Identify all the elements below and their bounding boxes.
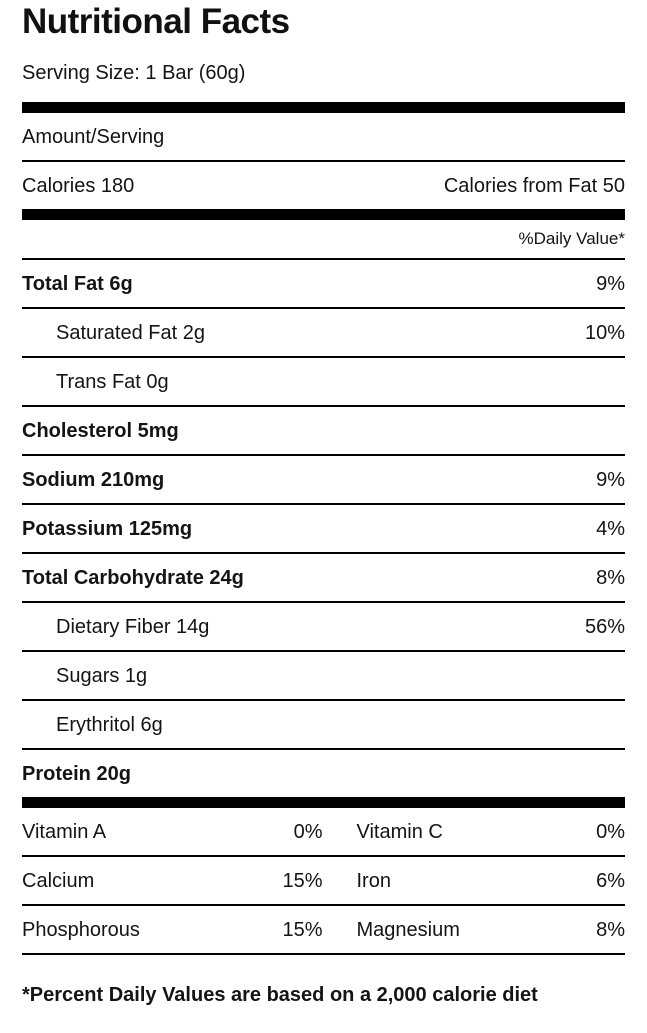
nutrient-daily-value: 4% — [596, 518, 625, 541]
micronutrient-table: Vitamin A 0% Vitamin C 0% Calcium 15% Ir… — [22, 808, 625, 956]
nutrient-name: Saturated Fat 2g — [56, 322, 205, 345]
micronutrient-name: Vitamin A — [22, 821, 107, 844]
nutrient-row: Total Carbohydrate 24g 8% — [22, 554, 625, 604]
micronutrient-row: Phosphorous 15% Magnesium 8% — [22, 906, 625, 956]
nutrient-name: Sodium 210mg — [22, 469, 165, 492]
nutrient-name: Dietary Fiber 14g — [56, 616, 210, 639]
micronutrient-daily-value: 15% — [282, 870, 323, 893]
nutrient-row: Protein 20g — [22, 750, 625, 797]
nutrient-name: Total Carbohydrate 24g — [22, 567, 244, 590]
micronutrient-daily-value: 0% — [596, 821, 625, 844]
calories-row: Calories 180 Calories from Fat 50 — [22, 162, 625, 209]
serving-size-text: Serving Size: 1 Bar (60g) — [22, 62, 246, 85]
micronutrient-name: Magnesium — [356, 919, 460, 942]
nutrient-name: Total Fat 6g — [22, 273, 133, 296]
micronutrient-name: Phosphorous — [22, 919, 140, 942]
micronutrient-name: Calcium — [22, 870, 95, 893]
nutrient-name: Protein 20g — [22, 763, 131, 786]
micronutrient-daily-value: 0% — [293, 821, 323, 844]
calories-from-fat-value: Calories from Fat 50 — [443, 175, 625, 198]
nutrient-row: Saturated Fat 2g 10% — [22, 309, 625, 359]
daily-value-header-row: %Daily Value* — [22, 220, 625, 261]
nutrient-name: Erythritol 6g — [56, 714, 163, 737]
nutrient-name: Potassium 125mg — [22, 518, 193, 541]
micronutrient-row: Calcium 15% Iron 6% — [22, 857, 625, 907]
amount-per-serving-row: Amount/Serving — [22, 113, 625, 163]
micronutrient-daily-value: 6% — [596, 870, 625, 893]
nutrient-name: Sugars 1g — [56, 665, 148, 688]
nutrient-row: Cholesterol 5mg — [22, 407, 625, 457]
nutrient-row: Dietary Fiber 14g 56% — [22, 603, 625, 653]
nutrient-daily-value: 8% — [596, 567, 625, 590]
nutrient-daily-value: 10% — [584, 322, 625, 345]
micronutrient-name: Vitamin C — [356, 821, 443, 844]
daily-value-header: %Daily Value* — [518, 229, 625, 249]
thick-divider-calories — [22, 209, 625, 221]
micronutrient-name: Iron — [356, 870, 391, 893]
nutrient-row: Sodium 210mg 9% — [22, 456, 625, 506]
nutrient-row: Sugars 1g — [22, 652, 625, 702]
thick-divider-protein — [22, 797, 625, 809]
nutrient-list: Total Fat 6g 9% Saturated Fat 2g 10% Tra… — [22, 260, 625, 797]
nutrient-row: Potassium 125mg 4% — [22, 505, 625, 555]
nutrient-row: Erythritol 6g — [22, 701, 625, 751]
calories-value: Calories 180 — [22, 175, 135, 198]
nutrient-name: Trans Fat 0g — [56, 371, 169, 394]
micronutrient-row: Vitamin A 0% Vitamin C 0% — [22, 808, 625, 858]
thick-divider-top — [22, 102, 625, 114]
nutrient-daily-value: 9% — [596, 469, 625, 492]
nutrient-daily-value: 56% — [584, 616, 625, 639]
page-title: Nutritional Facts — [22, 2, 290, 41]
nutrient-daily-value: 9% — [596, 273, 625, 296]
nutrient-name: Cholesterol 5mg — [22, 420, 179, 443]
nutrient-row: Trans Fat 0g — [22, 358, 625, 408]
amount-per-serving-header: Amount/Serving — [22, 126, 165, 149]
nutrient-row: Total Fat 6g 9% — [22, 260, 625, 310]
micronutrient-daily-value: 15% — [282, 919, 323, 942]
daily-value-footnote: *Percent Daily Values are based on a 2,0… — [22, 984, 538, 1007]
micronutrient-daily-value: 8% — [596, 919, 625, 942]
